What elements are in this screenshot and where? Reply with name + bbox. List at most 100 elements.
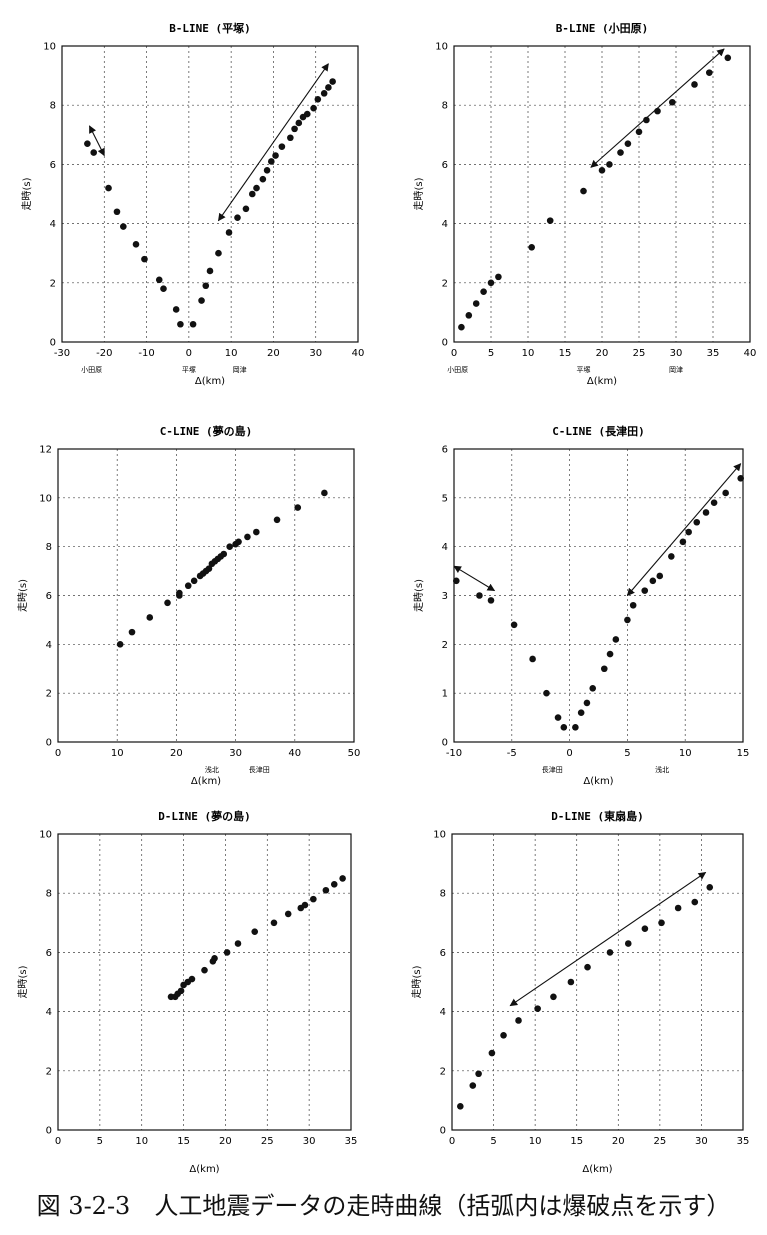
data-point [722,489,729,497]
data-point [263,167,271,174]
data-point [128,628,136,636]
data-point [220,550,228,558]
x-tick-label: 10 [529,1136,542,1147]
x-tick-label: -10 [138,348,154,359]
data-point [546,217,554,224]
x-tick-label: 30 [309,348,322,359]
data-point [654,107,661,115]
data-point [242,205,250,213]
x-tick-label: 35 [707,348,720,359]
x-tick-label: 25 [653,1136,666,1147]
y-tick-label: 6 [442,160,448,171]
data-point [629,601,637,609]
data-point [314,95,322,103]
data-point [580,187,587,195]
data-point [189,320,197,328]
x-tick-label: 0 [449,1136,455,1147]
data-point [606,949,614,956]
x-tick-label: 15 [570,1136,583,1147]
x-tick-label: 10 [135,1136,148,1147]
x-tick-label: 20 [596,348,609,359]
site-label: 小田原 [447,365,468,374]
x-tick-label: 0 [186,348,192,359]
data-point [583,699,591,707]
y-tick-label: 6 [46,948,52,959]
plot-frame [451,833,744,1131]
y-tick-label: 4 [442,542,448,553]
x-axis-label: Δ(km) [191,776,221,787]
data-point [248,190,256,198]
x-tick-label: 30 [670,348,683,359]
range-arrow [509,872,707,1007]
plot-frame [453,448,744,743]
data-point [146,614,154,621]
x-tick-label: 30 [303,1136,316,1147]
site-label: 平塚 [182,365,196,374]
data-point [301,901,309,909]
y-tick-label: 6 [440,948,446,959]
data-point [284,910,292,918]
x-axis-label: Δ(km) [195,376,225,387]
data-point [476,592,483,599]
data-point [624,140,632,147]
data-point [84,140,91,147]
y-tick-label: 4 [440,1007,446,1018]
y-tick-label: 0 [46,738,52,749]
data-point [543,689,550,697]
data-point [572,724,579,731]
chart-title: B-LINE (平塚) [169,21,251,35]
y-tick-label: 10 [43,42,56,53]
data-point [251,928,259,935]
x-axis-label: Δ(km) [587,376,617,387]
range-arrow [218,63,329,222]
data-point [693,518,701,526]
y-tick-label: 10 [433,830,446,841]
data-point [515,1017,522,1024]
data-point [90,149,98,156]
data-point [253,528,260,536]
data-point [310,104,317,112]
chart-panel-1: -30 -20 -10 0 10 20 30 40 0 2 4 6 8 10 B-LINE (平塚) Δ(km… [21,21,364,387]
data-point [116,641,124,648]
data-point [550,993,557,1001]
plot-frame [57,448,355,743]
y-tick-label: 0 [442,738,448,749]
data-point [310,895,317,903]
y-tick-label: 0 [46,1126,52,1137]
data-point [475,1070,482,1078]
data-point [598,167,606,174]
x-tick-label: -20 [96,348,112,359]
x-tick-label: 15 [177,1136,190,1147]
range-arrow [626,463,742,597]
data-point [554,714,562,721]
y-tick-label: 2 [46,1066,52,1077]
data-point [226,543,233,550]
data-point [113,208,121,216]
y-tick-label: 4 [442,219,448,230]
x-tick-label: 5 [488,348,494,359]
data-point [534,1005,541,1012]
data-point [325,84,332,91]
data-point [706,883,714,891]
site-label: 長津田 [542,766,563,774]
x-tick-label: 20 [612,1136,625,1147]
data-point [105,184,112,192]
y-tick-label: 8 [440,889,446,900]
site-label: 長津田 [249,766,270,774]
x-tick-label: 35 [345,1136,358,1147]
data-point [458,323,465,331]
y-tick-label: 4 [50,219,56,230]
y-tick-label: 2 [442,278,448,289]
y-tick-label: 2 [50,278,56,289]
y-tick-label: 3 [442,591,448,602]
y-tick-label: 10 [435,42,448,53]
data-point [606,161,613,168]
x-tick-label: 30 [229,748,242,759]
data-point [132,241,140,248]
site-label: 平塚 [577,365,591,374]
data-point [635,128,643,136]
data-point [487,279,495,287]
data-point [244,533,251,541]
data-point [120,223,127,230]
x-tick-label: 5 [490,1136,496,1147]
